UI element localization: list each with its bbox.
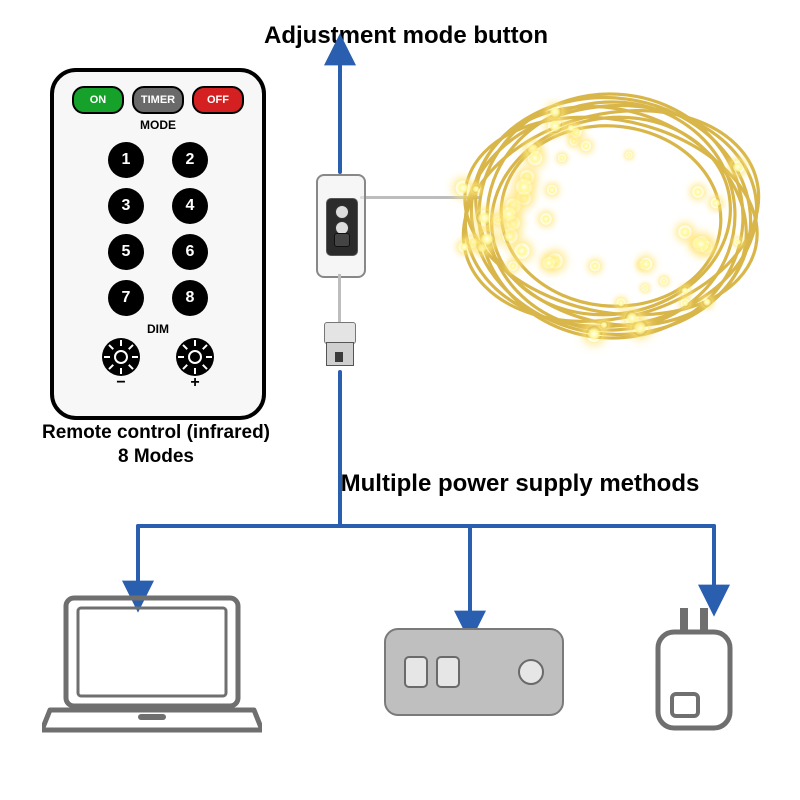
on-button[interactable]: ON (72, 86, 124, 114)
off-button[interactable]: OFF (192, 86, 244, 114)
dim-label: DIM (54, 322, 262, 336)
inline-controller (316, 174, 366, 278)
led-string-coil (456, 84, 766, 334)
mode-4-button[interactable]: 4 (172, 188, 208, 224)
mode-8-button[interactable]: 8 (172, 280, 208, 316)
mode-2-button[interactable]: 2 (172, 142, 208, 178)
laptop-icon (42, 594, 262, 744)
usb-plug-contact (335, 352, 343, 362)
mode-5-button[interactable]: 5 (108, 234, 144, 270)
dim-plus-button[interactable] (176, 338, 214, 376)
plus-label: + (190, 374, 199, 392)
powerbank-port-2 (436, 656, 460, 688)
powerbank-port-1 (404, 656, 428, 688)
mode-7-button[interactable]: 7 (108, 280, 144, 316)
wall-adapter-icon (644, 602, 764, 752)
mode-6-button[interactable]: 6 (172, 234, 208, 270)
minus-label: − (116, 374, 125, 392)
mode-1-button[interactable]: 1 (108, 142, 144, 178)
dim-minus-button[interactable] (102, 338, 140, 376)
power-bank-icon (384, 628, 564, 716)
timer-button[interactable]: TIMER (132, 86, 184, 114)
usb-plug-body (324, 322, 356, 344)
controller-ir-window (334, 233, 350, 247)
controller-button-1[interactable] (335, 205, 349, 219)
usb-wire (338, 274, 341, 322)
powerbank-button (518, 659, 544, 685)
mode-3-button[interactable]: 3 (108, 188, 144, 224)
remote-control: ON TIMER OFF MODE 12345678 DIM − + (50, 68, 266, 420)
mode-label: MODE (54, 118, 262, 132)
